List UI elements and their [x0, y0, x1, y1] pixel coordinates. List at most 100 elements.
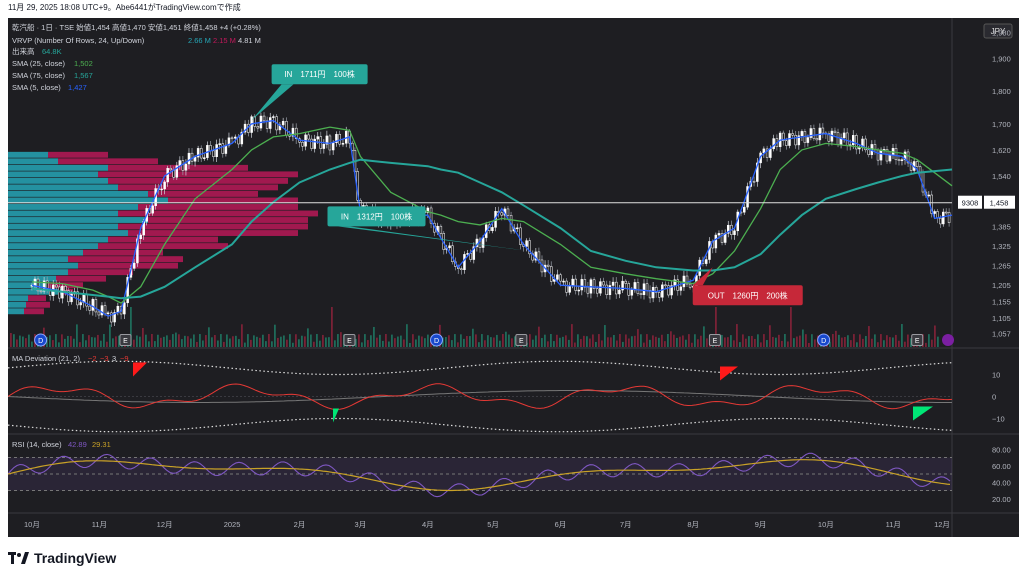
- volume-bar: [214, 335, 216, 347]
- x-tick-label: 11月: [886, 520, 901, 529]
- earnings-marker[interactable]: [708, 334, 721, 346]
- last-price-badge: [984, 195, 1015, 209]
- candle-body: [215, 144, 218, 157]
- candle-body: [906, 151, 910, 164]
- volume-bar: [778, 334, 780, 347]
- x-tick-label: 9月: [755, 520, 767, 529]
- earnings-marker[interactable]: [119, 334, 132, 346]
- volume-bar: [52, 340, 54, 347]
- volume-bar: [430, 341, 432, 347]
- header-caption: 11月 29, 2025 18:08 UTC+9。Abe6441がTrading…: [8, 3, 241, 12]
- candle-body: [894, 148, 898, 161]
- candle-body: [867, 149, 870, 155]
- legend-sma5-value: 1,427: [68, 83, 87, 92]
- volume-bar: [796, 336, 798, 347]
- dividend-marker[interactable]: [429, 333, 443, 347]
- volume-bar: [466, 335, 468, 347]
- volume-bar: [694, 334, 696, 347]
- volume-bar: [157, 334, 159, 347]
- ma-dev-extreme-fill: [913, 406, 933, 421]
- earnings-marker[interactable]: [911, 334, 924, 346]
- volume-bar: [631, 336, 633, 347]
- volume-bar: [688, 334, 690, 347]
- volume-profile-down-bar: [68, 256, 183, 263]
- volume-bar: [472, 328, 474, 347]
- candle-body: [448, 245, 451, 249]
- candle-body: [70, 293, 73, 303]
- candle-body: [169, 168, 172, 171]
- volume-bar: [751, 335, 753, 347]
- volume-bar: [619, 334, 621, 347]
- volume-bar: [559, 337, 561, 347]
- volume-bar: [661, 334, 663, 347]
- brand-name: TradingView: [34, 550, 117, 566]
- sma25-line: [31, 126, 953, 304]
- volume-bar: [169, 339, 171, 347]
- x-tick-label: 12月: [934, 520, 950, 529]
- chart-stage[interactable]: JPY 1,980 1,900 1,800 1,700 1,620 1,540 1,385 1,…: [7, 18, 1019, 537]
- candle-body: [933, 211, 936, 214]
- candle-body: [97, 311, 101, 316]
- candle-body: [100, 305, 104, 316]
- candle-body: [621, 280, 624, 291]
- volume-bar: [382, 340, 384, 347]
- volume-profile-up-bar: [8, 288, 63, 295]
- candle-body: [313, 138, 316, 149]
- volume-bar: [271, 341, 273, 347]
- volume-bar: [595, 341, 597, 347]
- candle-body: [230, 137, 234, 140]
- volume-bar: [49, 335, 51, 347]
- trade-callout-box[interactable]: [692, 285, 803, 306]
- volume-bar: [871, 338, 873, 347]
- candle-body: [664, 284, 667, 287]
- volume-bar: [634, 335, 636, 347]
- volume-bar: [784, 334, 786, 347]
- currency-chip[interactable]: [983, 23, 1013, 39]
- volume-bar: [616, 340, 618, 347]
- candle-body: [212, 150, 215, 157]
- candle-body: [611, 281, 615, 286]
- volume-bar: [901, 324, 903, 347]
- candle-body: [897, 159, 901, 162]
- dividend-marker-label: D: [38, 338, 43, 345]
- volume-bar: [328, 337, 330, 347]
- volume-bar: [730, 335, 732, 347]
- volume-bar: [397, 336, 399, 347]
- rsi-tick-label: 40.00: [992, 478, 1011, 487]
- rsi-tick-label: 60.00: [992, 462, 1011, 471]
- earnings-marker-label: E: [347, 338, 352, 345]
- trade-callout-box[interactable]: [327, 206, 426, 227]
- candle-body: [577, 289, 581, 292]
- volume-bar: [610, 337, 612, 347]
- volume-bar: [148, 341, 150, 347]
- volume-profile-down-bar: [98, 171, 298, 178]
- volume-bar: [166, 335, 168, 347]
- volume-profile-up-bar: [8, 204, 138, 210]
- dividend-marker[interactable]: [34, 333, 48, 347]
- earnings-marker[interactable]: [515, 334, 528, 346]
- volume-bar: [100, 340, 102, 347]
- candle-body: [123, 302, 126, 315]
- candle-body: [879, 149, 883, 161]
- dividend-marker[interactable]: [817, 333, 831, 347]
- ma-dev-extreme-fill: [333, 408, 339, 423]
- volume-bar: [706, 338, 708, 347]
- x-tick-label: 11月: [92, 520, 107, 529]
- volume-bar: [46, 336, 48, 347]
- candle-body: [583, 279, 587, 288]
- candle-body: [481, 237, 485, 248]
- volume-bar: [700, 335, 702, 347]
- volume-bar: [274, 324, 276, 347]
- candle-body: [528, 240, 531, 255]
- volume-bar: [187, 336, 189, 347]
- volume-bar: [58, 342, 60, 347]
- volume-bar: [628, 338, 630, 347]
- flash-event-icon[interactable]: [942, 334, 954, 346]
- volume-bar: [799, 335, 801, 347]
- trade-callout-box[interactable]: [271, 64, 368, 85]
- volume-bar: [55, 334, 57, 347]
- earnings-marker[interactable]: [343, 334, 356, 346]
- volume-profile-up-bar: [8, 190, 148, 197]
- x-tick-label: 5月: [487, 520, 499, 529]
